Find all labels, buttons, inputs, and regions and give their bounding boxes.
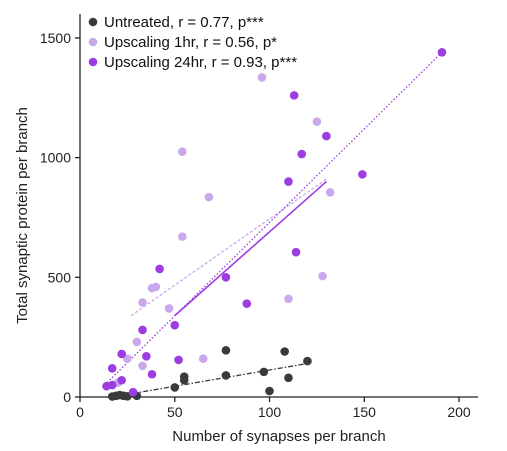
data-point-series-0 — [179, 372, 189, 381]
data-point-series-2 — [107, 380, 117, 390]
data-point-series-1 — [284, 294, 293, 304]
trend-line-solid-2 — [174, 180, 327, 317]
data-point-series-0 — [265, 386, 274, 396]
data-point-series-1 — [318, 271, 327, 281]
data-point-series-2 — [358, 170, 367, 179]
y-tick-label: 500 — [48, 269, 72, 285]
data-point-series-0 — [284, 373, 293, 383]
data-point-series-1 — [164, 304, 174, 313]
data-point-series-1 — [151, 282, 161, 292]
data-point-series-2 — [242, 299, 252, 308]
trend-lines — [104, 51, 443, 398]
data-point-series-0 — [303, 356, 312, 366]
trend-line-2 — [104, 51, 443, 386]
data-points — [102, 48, 447, 401]
data-point-series-2 — [437, 48, 447, 57]
data-point-series-1 — [325, 188, 335, 197]
y-tick-label: 1500 — [40, 30, 71, 46]
x-tick-label: 0 — [76, 404, 84, 420]
data-point-series-1 — [204, 192, 214, 202]
data-point-series-2 — [174, 355, 183, 365]
legend-label-0: Untreated, r = 0.77, p*** — [104, 14, 264, 31]
x-axis-label: Number of synapses per branch — [172, 428, 385, 445]
y-axis-ticks: 0 500 1000 1500 — [40, 30, 80, 405]
legend-marker-0 — [88, 17, 98, 27]
data-point-series-2 — [128, 387, 138, 397]
data-point-series-2 — [142, 352, 151, 361]
data-point-series-2 — [117, 375, 126, 385]
data-point-series-2 — [155, 264, 164, 274]
data-point-series-0 — [221, 346, 231, 355]
x-axis-ticks: 0 50 100 150 200 — [76, 397, 471, 420]
y-tick-label: 1000 — [40, 150, 71, 166]
data-point-series-2 — [297, 149, 307, 159]
data-point-series-2 — [284, 177, 293, 186]
data-point-series-1 — [123, 354, 132, 364]
data-point-series-1 — [132, 337, 142, 347]
data-point-series-1 — [178, 232, 187, 241]
data-point-series-1 — [138, 298, 147, 307]
legend: Untreated, r = 0.77, p*** Upscaling 1hr, … — [88, 14, 297, 71]
x-tick-label: 50 — [167, 404, 183, 420]
data-point-series-0 — [170, 383, 180, 392]
data-point-series-0 — [221, 371, 231, 380]
data-point-series-1 — [198, 354, 208, 364]
legend-label-1: Upscaling 1hr, r = 0.56, p* — [104, 34, 277, 51]
data-point-series-2 — [170, 320, 180, 330]
y-tick-label: 0 — [63, 389, 71, 405]
legend-marker-2 — [88, 57, 98, 67]
data-point-series-0 — [259, 367, 269, 377]
y-axis-label: Total synaptic protein per branch — [14, 107, 31, 324]
data-point-series-1 — [138, 361, 147, 371]
data-point-series-1 — [178, 147, 187, 156]
legend-label-2: Upscaling 24hr, r = 0.93, p*** — [104, 54, 297, 71]
trend-line-1 — [130, 178, 327, 317]
x-tick-label: 150 — [353, 404, 377, 420]
data-point-series-2 — [289, 91, 299, 100]
trend-line-0 — [112, 362, 308, 398]
data-point-series-0 — [280, 347, 289, 356]
data-point-series-2 — [117, 349, 126, 359]
x-tick-label: 200 — [447, 404, 471, 420]
data-point-series-2 — [291, 247, 301, 257]
data-point-series-2 — [107, 363, 117, 373]
data-point-series-1 — [312, 117, 322, 127]
data-point-series-2 — [147, 369, 157, 379]
data-point-series-1 — [257, 73, 267, 82]
data-point-series-2 — [138, 325, 147, 335]
legend-marker-1 — [88, 37, 98, 47]
data-point-series-2 — [221, 273, 231, 282]
x-tick-label: 100 — [258, 404, 282, 420]
data-point-series-2 — [322, 131, 331, 141]
